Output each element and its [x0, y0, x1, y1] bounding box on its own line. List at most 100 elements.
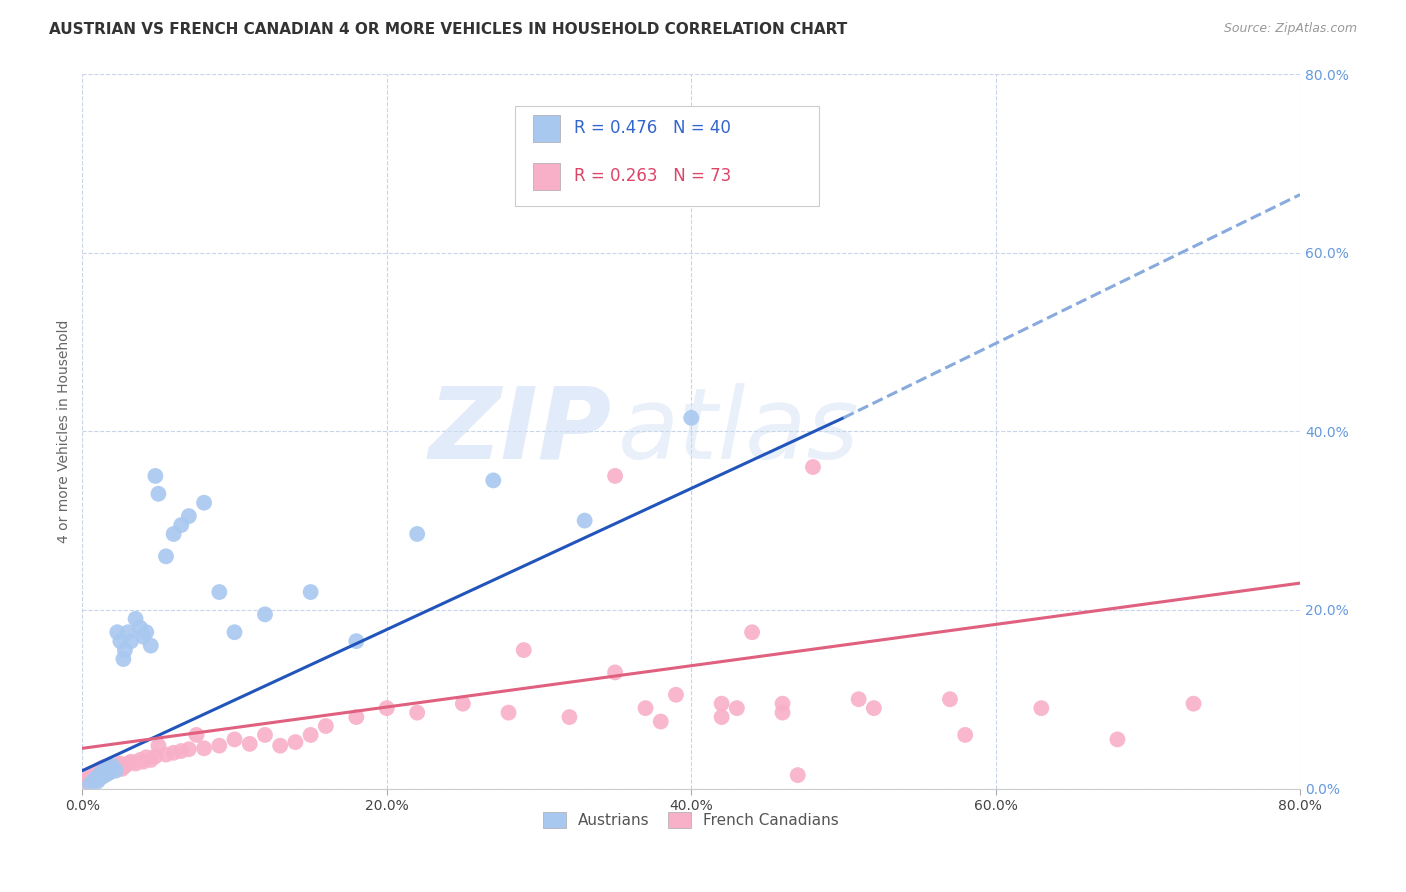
Point [239, 737, 262, 751]
FancyBboxPatch shape [515, 106, 820, 206]
Point [498, 706, 520, 720]
Point [77, 771, 100, 785]
Point [299, 585, 322, 599]
Point [132, 755, 155, 769]
FancyBboxPatch shape [533, 162, 560, 190]
FancyBboxPatch shape [533, 115, 560, 142]
Point [94, 764, 117, 778]
Point [269, 739, 291, 753]
Point [513, 643, 536, 657]
Point [1031, 701, 1053, 715]
Point [98, 765, 121, 780]
Point [741, 625, 763, 640]
Point [101, 759, 124, 773]
Point [76, 774, 98, 789]
Point [110, 756, 132, 771]
Point [82, 771, 104, 785]
Point [139, 753, 162, 767]
Point [132, 630, 155, 644]
Point [208, 585, 231, 599]
Point [101, 762, 124, 776]
Point [114, 759, 136, 773]
Point [1107, 732, 1129, 747]
Point [665, 688, 688, 702]
Point [148, 487, 170, 501]
Point [253, 728, 276, 742]
Text: R = 0.476   N = 40: R = 0.476 N = 40 [574, 120, 731, 137]
Point [299, 728, 322, 742]
Point [117, 756, 139, 771]
Text: Source: ZipAtlas.com: Source: ZipAtlas.com [1223, 22, 1357, 36]
Point [315, 719, 337, 733]
Point [1182, 697, 1205, 711]
Point [139, 639, 162, 653]
Point [93, 760, 115, 774]
Text: atlas: atlas [619, 383, 859, 480]
Point [344, 634, 367, 648]
Point [83, 772, 105, 787]
Point [848, 692, 870, 706]
Point [111, 762, 134, 776]
Point [129, 753, 152, 767]
Point [193, 741, 215, 756]
Point [108, 758, 131, 772]
Point [155, 747, 177, 762]
Point [135, 750, 157, 764]
Point [117, 625, 139, 640]
Point [110, 634, 132, 648]
Point [224, 732, 246, 747]
Point [939, 692, 962, 706]
Point [100, 764, 122, 778]
Point [177, 742, 200, 756]
Point [93, 769, 115, 783]
Point [135, 625, 157, 640]
Point [84, 769, 107, 783]
Point [129, 621, 152, 635]
Point [482, 474, 505, 488]
Point [90, 762, 112, 776]
Point [208, 739, 231, 753]
Point [681, 410, 703, 425]
Point [406, 706, 429, 720]
Point [375, 701, 398, 715]
Point [80, 768, 103, 782]
Point [863, 701, 886, 715]
Point [104, 764, 127, 778]
Point [120, 755, 142, 769]
Point [114, 643, 136, 657]
Point [143, 469, 166, 483]
Point [558, 710, 581, 724]
Legend: Austrians, French Canadians: Austrians, French Canadians [537, 805, 845, 835]
Point [953, 728, 976, 742]
Point [772, 706, 794, 720]
Point [97, 762, 120, 776]
Point [83, 765, 105, 780]
Point [112, 652, 135, 666]
Point [86, 764, 108, 778]
Point [786, 768, 808, 782]
Point [710, 697, 733, 711]
Point [710, 710, 733, 724]
Point [170, 518, 193, 533]
Point [253, 607, 276, 622]
Point [104, 760, 127, 774]
Point [725, 701, 748, 715]
Point [143, 749, 166, 764]
Point [120, 634, 142, 648]
Point [155, 549, 177, 564]
Point [124, 756, 146, 771]
Point [97, 765, 120, 780]
Point [193, 496, 215, 510]
Point [186, 728, 208, 742]
Point [94, 764, 117, 778]
Point [91, 765, 114, 780]
Point [772, 697, 794, 711]
Point [603, 469, 626, 483]
Text: AUSTRIAN VS FRENCH CANADIAN 4 OR MORE VEHICLES IN HOUSEHOLD CORRELATION CHART: AUSTRIAN VS FRENCH CANADIAN 4 OR MORE VE… [49, 22, 848, 37]
Text: R = 0.263   N = 73: R = 0.263 N = 73 [574, 167, 731, 186]
Point [98, 759, 121, 773]
Point [603, 665, 626, 680]
Point [148, 739, 170, 753]
Point [574, 514, 596, 528]
Point [650, 714, 672, 729]
